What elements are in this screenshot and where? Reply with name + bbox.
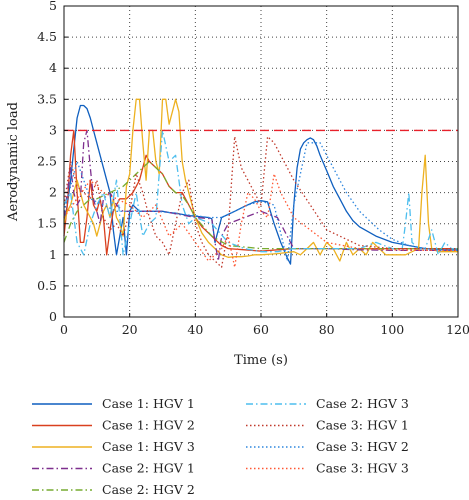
series-line [63,173,458,268]
series-line [63,129,458,262]
series-line [63,135,458,268]
legend-label: Case 3: HGV 2 [316,439,409,454]
y-tick-label: 2.5 [37,154,57,169]
y-tick-label: 4.5 [37,29,57,44]
grid [64,6,458,317]
y-tick-label: 3.5 [37,91,57,106]
legend-label: Case 2: HGV 1 [102,461,195,476]
legend-label: Case 3: HGV 3 [316,461,409,476]
legend-label: Case 2: HGV 2 [102,482,195,497]
x-tick-label: 40 [187,322,203,337]
x-tick-label: 100 [380,322,404,337]
legend-label: Case 3: HGV 1 [316,418,409,433]
legend-label: Case 1: HGV 3 [102,439,195,454]
x-tick-label: 60 [253,322,269,337]
y-tick-label: 3 [49,122,57,137]
axis-ticks: 0 20 40 60 80 100 120 0 0.5 1 1.5 2 2.5 3 3.5 4 4.5 5 [37,0,469,337]
x-tick-label: 120 [446,322,469,337]
legend-label: Case 1: HGV 1 [102,396,195,411]
series-lines [63,98,459,268]
y-tick-label: 1 [49,247,57,262]
legend-label: Case 1: HGV 2 [102,418,195,433]
x-tick-label: 20 [122,322,138,337]
legend-label: Case 2: HGV 3 [316,396,409,411]
x-tick-label: 0 [60,322,68,337]
legend: Case 1: HGV 1 Case 1: HGV 2 Case 1: HGV 3 C… [32,396,409,497]
y-tick-label: 2 [49,185,57,200]
y-axis-title: Aerodynamic load [6,102,21,222]
series-line [63,142,459,262]
y-tick-label: 0 [49,309,57,324]
y-tick-label: 1.5 [37,216,57,231]
series-line [63,104,458,265]
y-tick-label: 5 [49,0,57,13]
series-line [63,98,458,262]
x-tick-label: 80 [319,322,335,337]
y-tick-label: 0.5 [37,278,57,293]
series-line [63,129,458,256]
y-tick-label: 4 [49,60,57,75]
x-axis-title: Time (s) [234,353,288,368]
